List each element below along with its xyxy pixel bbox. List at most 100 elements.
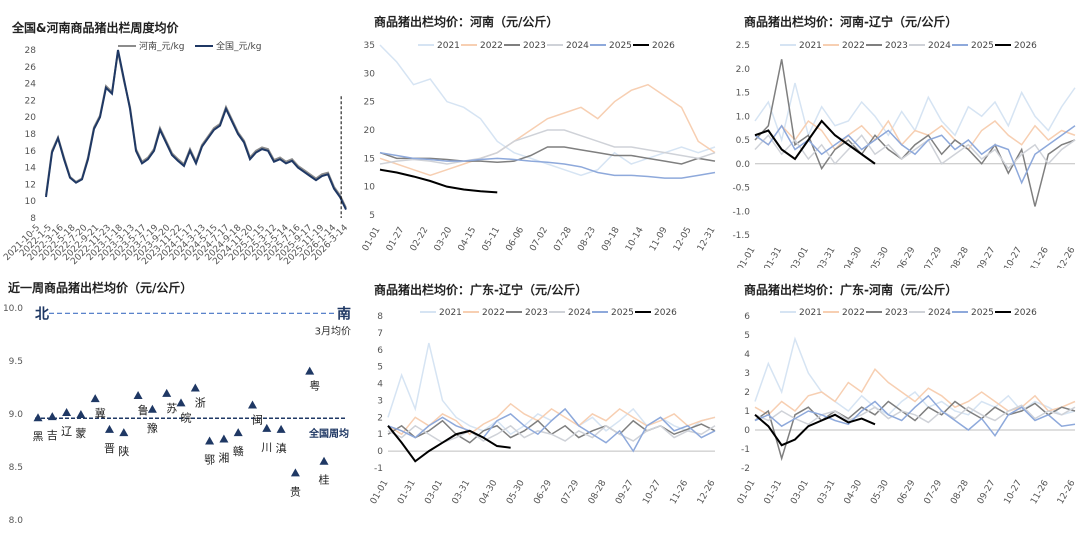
x-tick-label: 10-27	[1003, 479, 1025, 507]
chart-title: 商品猪出栏均价：河南（元/公斤）	[374, 14, 558, 29]
x-tick-label: 09-18	[600, 225, 622, 253]
legend-label: 全国_元/kg	[216, 40, 261, 52]
x-tick-label: 12-26	[1056, 478, 1078, 506]
y-tick-label: -2	[741, 464, 750, 474]
province-label: 滇	[276, 441, 287, 455]
province-marker	[233, 428, 243, 437]
province-label: 皖	[181, 410, 192, 424]
chart-title: 近一周商品猪出栏均价（元/公斤）	[8, 280, 192, 295]
province-label: 赣	[233, 444, 244, 458]
province-marker	[47, 412, 57, 421]
x-tick-label: 03-31	[451, 479, 473, 507]
national-avg-label: 全国周均	[308, 427, 349, 440]
x-tick-label: 03-01	[789, 246, 811, 269]
series-line-2025	[379, 151, 716, 179]
chart-title: 商品猪出栏均价：河南-辽宁（元/公斤）	[744, 14, 957, 29]
x-tick-label: 01-31	[396, 479, 418, 507]
y-tick-label: 4	[744, 350, 750, 360]
legend-label: 2026	[654, 308, 677, 318]
y-tick-label: -1	[741, 445, 750, 455]
province-marker	[319, 456, 329, 465]
province-label: 吉	[47, 429, 58, 442]
chart-svg-p2: 商品猪出栏均价：河南（元/公斤） 2021 2022 2023 2024 2025 202…	[361, 14, 718, 254]
y-tick-label: 10.0	[3, 304, 23, 314]
series-line-2024	[379, 129, 716, 165]
x-tick-label: 03-20	[433, 225, 455, 253]
x-tick-label: 07-02	[528, 226, 550, 254]
legend-label: 2024	[568, 308, 591, 318]
x-tick-label: 07-29	[923, 478, 945, 506]
x-tick-label: 01-27	[385, 226, 407, 254]
y-tick-label: 1.5	[736, 89, 750, 99]
y-tick-label: 7	[377, 329, 383, 339]
series-line-2026	[754, 413, 876, 447]
x-tick-label: 04-15	[457, 226, 479, 254]
series-line-2026	[387, 425, 511, 463]
chart-svg-p3: 商品猪出栏均价：河南-辽宁（元/公斤） 2021 2022 2023 2024 2025…	[732, 14, 1077, 273]
series-line	[45, 51, 347, 209]
x-tick-label: 02-22	[409, 226, 431, 254]
province-marker	[90, 394, 100, 403]
province-marker	[33, 413, 43, 422]
chart-henan-price-by-year: 商品猪出栏均价：河南（元/公斤） 2021 2022 2023 2024 2025 202…	[360, 0, 720, 268]
series-line-2023	[754, 400, 1076, 462]
y-tick-label: 16	[25, 147, 37, 157]
province-marker	[248, 400, 257, 409]
legend-label: 2023	[885, 308, 908, 318]
series-line-2025	[387, 407, 716, 453]
legend-label: 2025	[971, 41, 994, 51]
y-tick-label: 22	[25, 96, 36, 106]
x-tick-label: 06-06	[504, 225, 526, 253]
y-tick-label: 2.5	[736, 41, 750, 51]
series-line	[45, 49, 347, 211]
series-line-2021	[379, 44, 716, 177]
province-label: 豫	[147, 422, 158, 435]
y-tick-label: 12	[25, 180, 36, 190]
x-tick-label: 06-29	[896, 245, 918, 268]
y-tick-label: -1.5	[732, 231, 750, 241]
legend-label: 2026	[652, 41, 675, 51]
x-tick-label: 11-26	[669, 478, 691, 506]
chart-national-henan-weekly: 全国&河南商品猪出栏周度均价 河南_元/kg 全国_元/kg 8 10 12 14 16 18…	[0, 0, 355, 268]
x-tick-label: 01-01	[736, 246, 758, 269]
legend-label: 2023	[885, 41, 908, 51]
legend-label: 2025	[971, 308, 994, 318]
y-tick-label: 14	[25, 164, 37, 174]
y-tick-label: 10	[364, 183, 376, 193]
x-tick-label: 09-27	[976, 246, 998, 269]
legend-label: 2021	[799, 41, 822, 51]
chart-svg-p6: 商品猪出栏均价：广东-河南（元/公斤） 2021 2022 2023 2024 2025…	[736, 282, 1078, 507]
y-tick-label: 6	[744, 312, 750, 322]
x-tick-label: 08-23	[576, 226, 598, 254]
legend-label: 2026	[1014, 308, 1037, 318]
province-label: 粤	[309, 379, 320, 393]
y-tick-label: 9.5	[9, 357, 23, 367]
province-marker	[133, 390, 143, 399]
x-tick-label: 10-14	[624, 225, 646, 253]
x-tick-label: 09-27	[614, 479, 636, 507]
x-tick-label: 08-28	[949, 478, 971, 506]
legend-label: 2022	[480, 41, 503, 51]
y-tick-label: 1	[377, 430, 383, 440]
y-tick-label: 6	[377, 346, 383, 356]
province-label: 冀	[95, 406, 106, 420]
chart-weekly-province-prices: 近一周商品猪出栏均价（元/公斤） 8.0 8.5 9.0 9.5 10.0 北 南 3月均价全…	[0, 268, 360, 534]
legend-label: 2022	[842, 41, 865, 51]
province-label: 川	[261, 441, 272, 454]
series-line-2025	[754, 394, 1076, 437]
province-marker	[105, 424, 114, 433]
y-tick-label: 26	[25, 63, 37, 73]
x-tick-label: 12-31	[696, 226, 718, 254]
province-marker	[176, 398, 186, 407]
x-tick-label: 05-11	[481, 226, 503, 254]
x-tick-label: 11-26	[1029, 478, 1051, 506]
series-line-2026	[379, 168, 498, 194]
series-line-2026	[754, 119, 876, 165]
chart-henan-liaoning-spread: 商品猪出栏均价：河南-辽宁（元/公斤） 2021 2022 2023 2024 2025…	[720, 0, 1080, 273]
x-tick-label: 03-31	[816, 479, 838, 507]
series-line-2022	[379, 83, 716, 177]
province-label: 辽	[61, 425, 72, 438]
province-marker	[276, 424, 286, 433]
chart-guangdong-henan-spread: 商品猪出栏均价：广东-河南（元/公斤） 2021 2022 2023 2024 2025…	[720, 268, 1080, 534]
legend-label: 2026	[1014, 41, 1037, 51]
